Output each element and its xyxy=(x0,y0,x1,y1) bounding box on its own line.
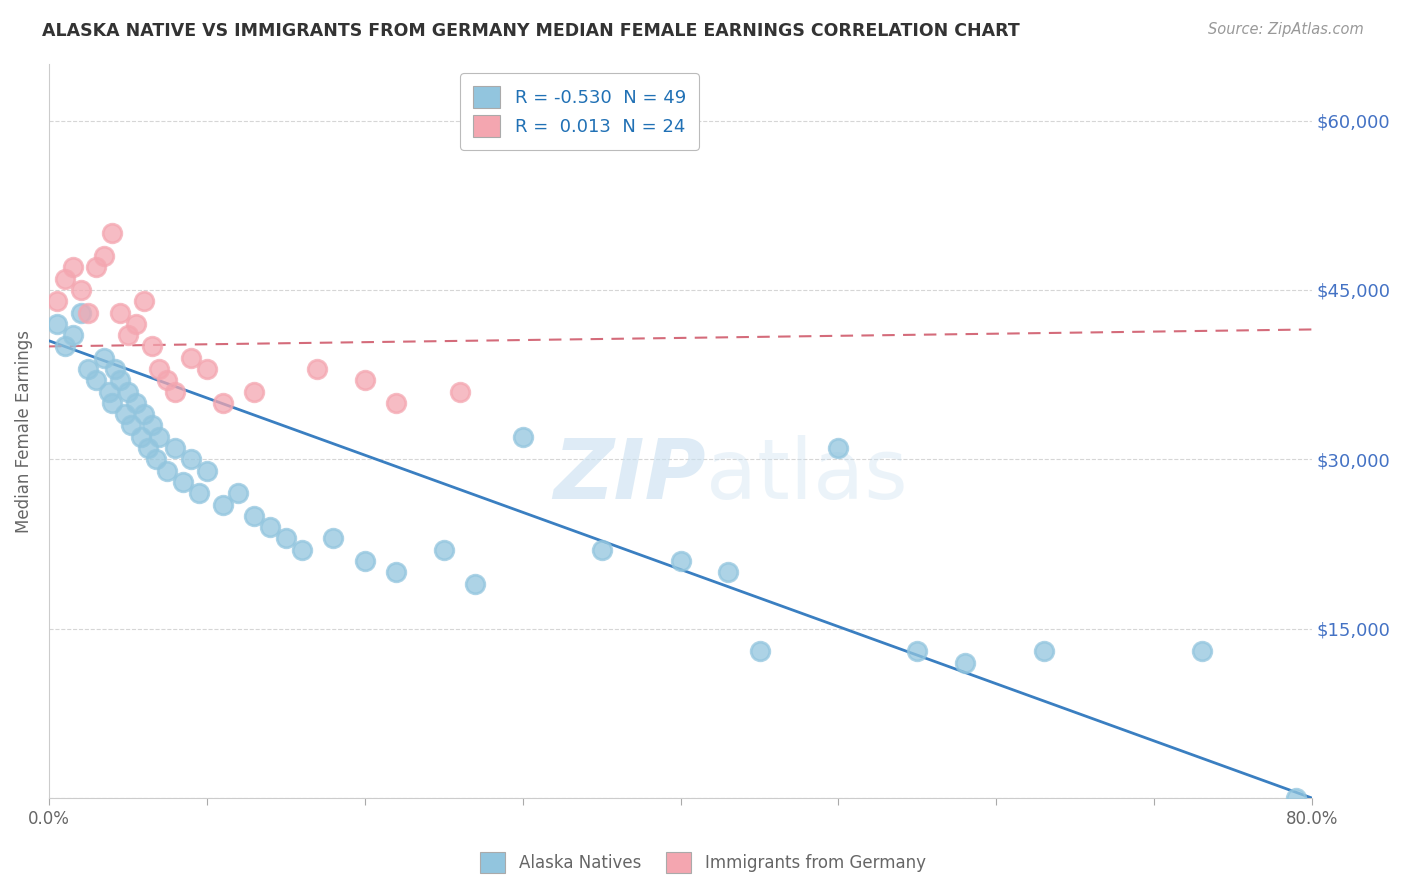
Point xyxy=(108,373,131,387)
Point xyxy=(291,542,314,557)
Text: ZIP: ZIP xyxy=(553,434,706,516)
Point xyxy=(117,328,139,343)
Point xyxy=(353,373,375,387)
Text: Source: ZipAtlas.com: Source: ZipAtlas.com xyxy=(1208,22,1364,37)
Point xyxy=(180,351,202,365)
Point xyxy=(172,475,194,489)
Point xyxy=(120,418,142,433)
Point xyxy=(93,249,115,263)
Point xyxy=(243,508,266,523)
Point xyxy=(117,384,139,399)
Point xyxy=(827,441,849,455)
Point xyxy=(512,430,534,444)
Point xyxy=(148,362,170,376)
Point xyxy=(211,396,233,410)
Point xyxy=(129,430,152,444)
Point xyxy=(69,305,91,319)
Point xyxy=(53,271,76,285)
Point xyxy=(69,283,91,297)
Text: atlas: atlas xyxy=(706,434,907,516)
Point xyxy=(274,532,297,546)
Point xyxy=(101,227,124,241)
Point xyxy=(125,396,148,410)
Point xyxy=(322,532,344,546)
Point xyxy=(717,566,740,580)
Point xyxy=(228,486,250,500)
Point xyxy=(145,452,167,467)
Point xyxy=(132,294,155,309)
Point xyxy=(114,407,136,421)
Point xyxy=(45,294,67,309)
Point xyxy=(1032,644,1054,658)
Point xyxy=(259,520,281,534)
Point xyxy=(125,317,148,331)
Point xyxy=(141,339,163,353)
Point xyxy=(148,430,170,444)
Y-axis label: Median Female Earnings: Median Female Earnings xyxy=(15,330,32,533)
Point xyxy=(1191,644,1213,658)
Point xyxy=(464,576,486,591)
Point xyxy=(165,384,187,399)
Point xyxy=(905,644,928,658)
Point xyxy=(132,407,155,421)
Point xyxy=(108,305,131,319)
Point xyxy=(86,373,108,387)
Point xyxy=(953,656,976,670)
Point xyxy=(385,566,408,580)
Point xyxy=(1285,791,1308,805)
Point xyxy=(195,362,218,376)
Point xyxy=(98,384,121,399)
Point xyxy=(141,418,163,433)
Point xyxy=(449,384,471,399)
Point xyxy=(211,498,233,512)
Point xyxy=(591,542,613,557)
Point xyxy=(45,317,67,331)
Point xyxy=(165,441,187,455)
Point xyxy=(156,464,179,478)
Point xyxy=(138,441,160,455)
Point xyxy=(53,339,76,353)
Point xyxy=(385,396,408,410)
Point xyxy=(93,351,115,365)
Point xyxy=(307,362,329,376)
Point xyxy=(195,464,218,478)
Legend: R = -0.530  N = 49, R =  0.013  N = 24: R = -0.530 N = 49, R = 0.013 N = 24 xyxy=(461,73,699,150)
Point xyxy=(62,260,84,275)
Point xyxy=(156,373,179,387)
Point xyxy=(748,644,770,658)
Point xyxy=(101,396,124,410)
Point xyxy=(104,362,127,376)
Point xyxy=(180,452,202,467)
Legend: Alaska Natives, Immigrants from Germany: Alaska Natives, Immigrants from Germany xyxy=(474,846,932,880)
Point xyxy=(243,384,266,399)
Point xyxy=(77,362,100,376)
Point xyxy=(77,305,100,319)
Point xyxy=(188,486,211,500)
Point xyxy=(62,328,84,343)
Point xyxy=(353,554,375,568)
Point xyxy=(86,260,108,275)
Text: ALASKA NATIVE VS IMMIGRANTS FROM GERMANY MEDIAN FEMALE EARNINGS CORRELATION CHAR: ALASKA NATIVE VS IMMIGRANTS FROM GERMANY… xyxy=(42,22,1019,40)
Point xyxy=(669,554,692,568)
Point xyxy=(433,542,456,557)
